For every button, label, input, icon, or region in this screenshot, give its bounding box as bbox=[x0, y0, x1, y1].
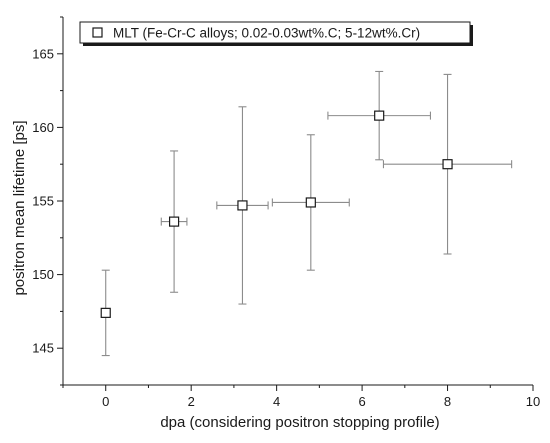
y-tick-label: 145 bbox=[32, 341, 54, 356]
legend-marker bbox=[92, 27, 103, 38]
x-tick-label: 8 bbox=[444, 394, 451, 409]
x-ticks: 0 2 4 6 8 10 bbox=[62, 385, 540, 409]
axes bbox=[62, 17, 533, 386]
x-tick-label: 10 bbox=[526, 394, 540, 409]
data-point bbox=[237, 200, 248, 211]
x-tick-label: 0 bbox=[102, 394, 109, 409]
data-point bbox=[305, 197, 316, 208]
legend-entry-label: MLT (Fe-Cr-C alloys; 0.02-0.03wt%.C; 5-1… bbox=[113, 26, 420, 41]
data-point bbox=[100, 307, 111, 318]
x-tick-label: 4 bbox=[273, 394, 280, 409]
y-tick-label: 150 bbox=[32, 267, 54, 282]
legend: MLT (Fe-Cr-C alloys; 0.02-0.03wt%.C; 5-1… bbox=[79, 21, 473, 46]
x-tick-label: 2 bbox=[188, 394, 195, 409]
error-bars bbox=[101, 70, 513, 357]
data-point bbox=[442, 159, 453, 170]
legend-box bbox=[79, 21, 471, 44]
y-tick-label: 160 bbox=[32, 120, 54, 135]
x-axis-title: dpa (considering positron stopping profi… bbox=[160, 414, 439, 431]
y-ticks: 145 150 155 160 165 bbox=[32, 16, 63, 386]
data-point bbox=[168, 216, 180, 227]
data-markers bbox=[100, 110, 453, 318]
y-axis-title: positron mean lifetime [ps] bbox=[11, 120, 28, 295]
y-tick-label: 165 bbox=[32, 46, 54, 61]
data-point bbox=[374, 110, 385, 121]
y-tick-label: 155 bbox=[32, 194, 54, 209]
x-tick-label: 6 bbox=[358, 394, 365, 409]
